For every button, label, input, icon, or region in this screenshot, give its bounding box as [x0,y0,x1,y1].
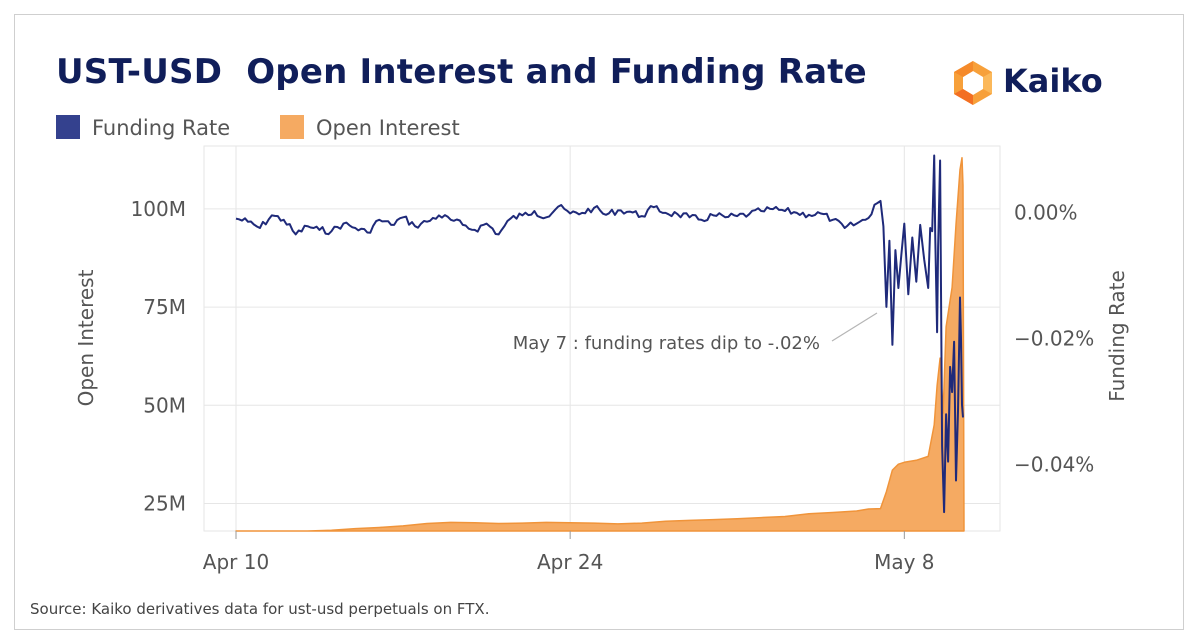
chart-title: UST-USD Open Interest and Funding Rate [56,52,867,92]
x-axis-tick-label: Apr 24 [537,550,603,574]
grid [203,145,1001,532]
y-axis-right-tick-label: −0.04% [1014,453,1094,477]
annotation: May 7 : funding rates dip to -.02% [513,312,878,354]
funding-rate-line-layer [235,154,964,514]
y-axis-left-tick-label: 50M [143,393,186,417]
x-axis-tick-label: Apr 10 [203,550,269,574]
kaiko-logo: Kaiko [948,58,1128,108]
y-axis-left-tick-label: 75M [143,295,186,319]
y-axis-left-tick-label: 25M [143,492,186,516]
kaiko-logo-icon [954,61,992,105]
legend-label-funding-rate: Funding Rate [92,116,231,140]
kaiko-logo-text: Kaiko [1003,62,1103,100]
source-note: Source: Kaiko derivatives data for ust-u… [30,600,490,618]
legend-swatch-funding-rate [56,115,80,139]
legend-label-open-interest: Open Interest [316,116,460,140]
funding-rate-line [235,154,964,514]
y-axis-right-tick-label: 0.00% [1014,200,1078,224]
annotation-connector [831,312,878,342]
x-axis-tick-label: May 8 [874,550,934,574]
axes: Open Interest Funding Rate 25M 50M 75M 100M… [74,197,1129,574]
open-interest-area-layer [235,157,965,532]
open-interest-area [235,157,965,532]
annotation-text: May 7 : funding rates dip to -.02% [513,333,820,354]
y-axis-left-label: Open Interest [74,269,98,406]
legend-swatch-open-interest [280,115,304,139]
y-axis-right-tick-label: −0.02% [1014,327,1094,351]
y-axis-right-label: Funding Rate [1105,270,1129,402]
y-axis-left-tick-label: 100M [131,197,186,221]
